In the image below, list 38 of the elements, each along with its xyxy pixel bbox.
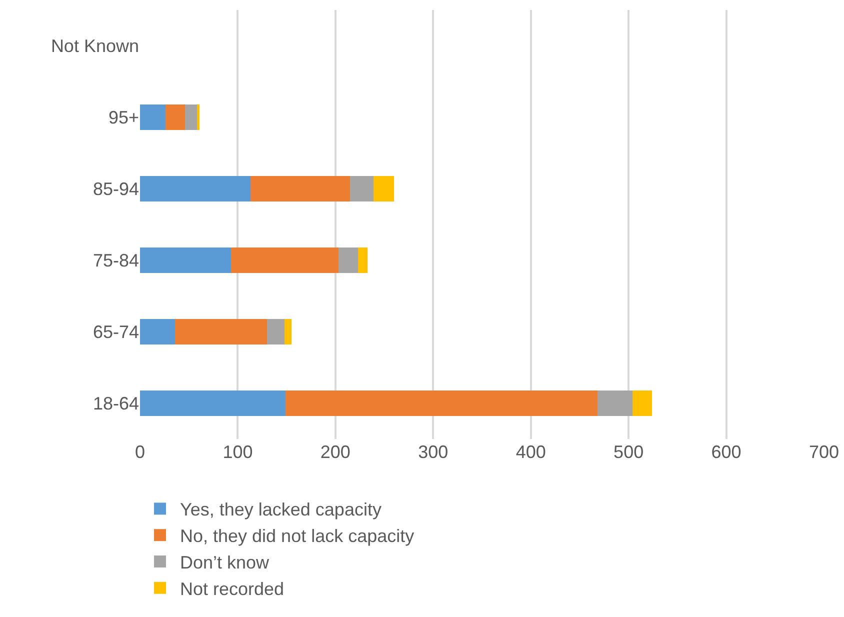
bar [140,104,166,130]
x-tick-label: 0 [134,442,146,462]
x-tick-label: 700 [808,442,840,462]
bar [165,104,185,130]
y-tick-label: 65-74 [92,322,139,342]
bar [197,104,200,130]
bar [358,248,368,273]
bar [374,176,394,202]
bar [175,319,268,344]
bar [350,176,374,202]
x-tick-label: 200 [320,442,350,462]
y-tick-label: 18-64 [92,394,139,414]
y-tick-label: Not Known [50,36,139,56]
x-tick-label: 400 [516,442,546,462]
x-tick-label: 100 [222,442,253,462]
bar [140,248,231,273]
y-tick-label: 75-84 [92,250,139,271]
bar [632,390,652,416]
legend-label: Yes, they lacked capacity [180,500,382,520]
x-tick-label: 500 [614,442,644,462]
x-tick-label: 300 [418,442,448,462]
bar [184,104,198,130]
bar [230,248,338,273]
bar [284,319,292,344]
bar [286,390,598,416]
bar [597,390,632,416]
legend-label: Don’t know [180,552,270,572]
bar [250,176,350,202]
y-tick-label: 85-94 [92,179,139,200]
bar [267,319,285,344]
x-tick-label: 600 [711,442,742,462]
bar [338,248,358,273]
legend-label: No, they did not lack capacity [180,526,414,546]
bar [140,390,286,416]
bar [140,176,250,202]
legend-label: Not recorded [180,578,284,599]
bar [140,319,176,344]
y-tick-label: 95+ [108,108,139,128]
